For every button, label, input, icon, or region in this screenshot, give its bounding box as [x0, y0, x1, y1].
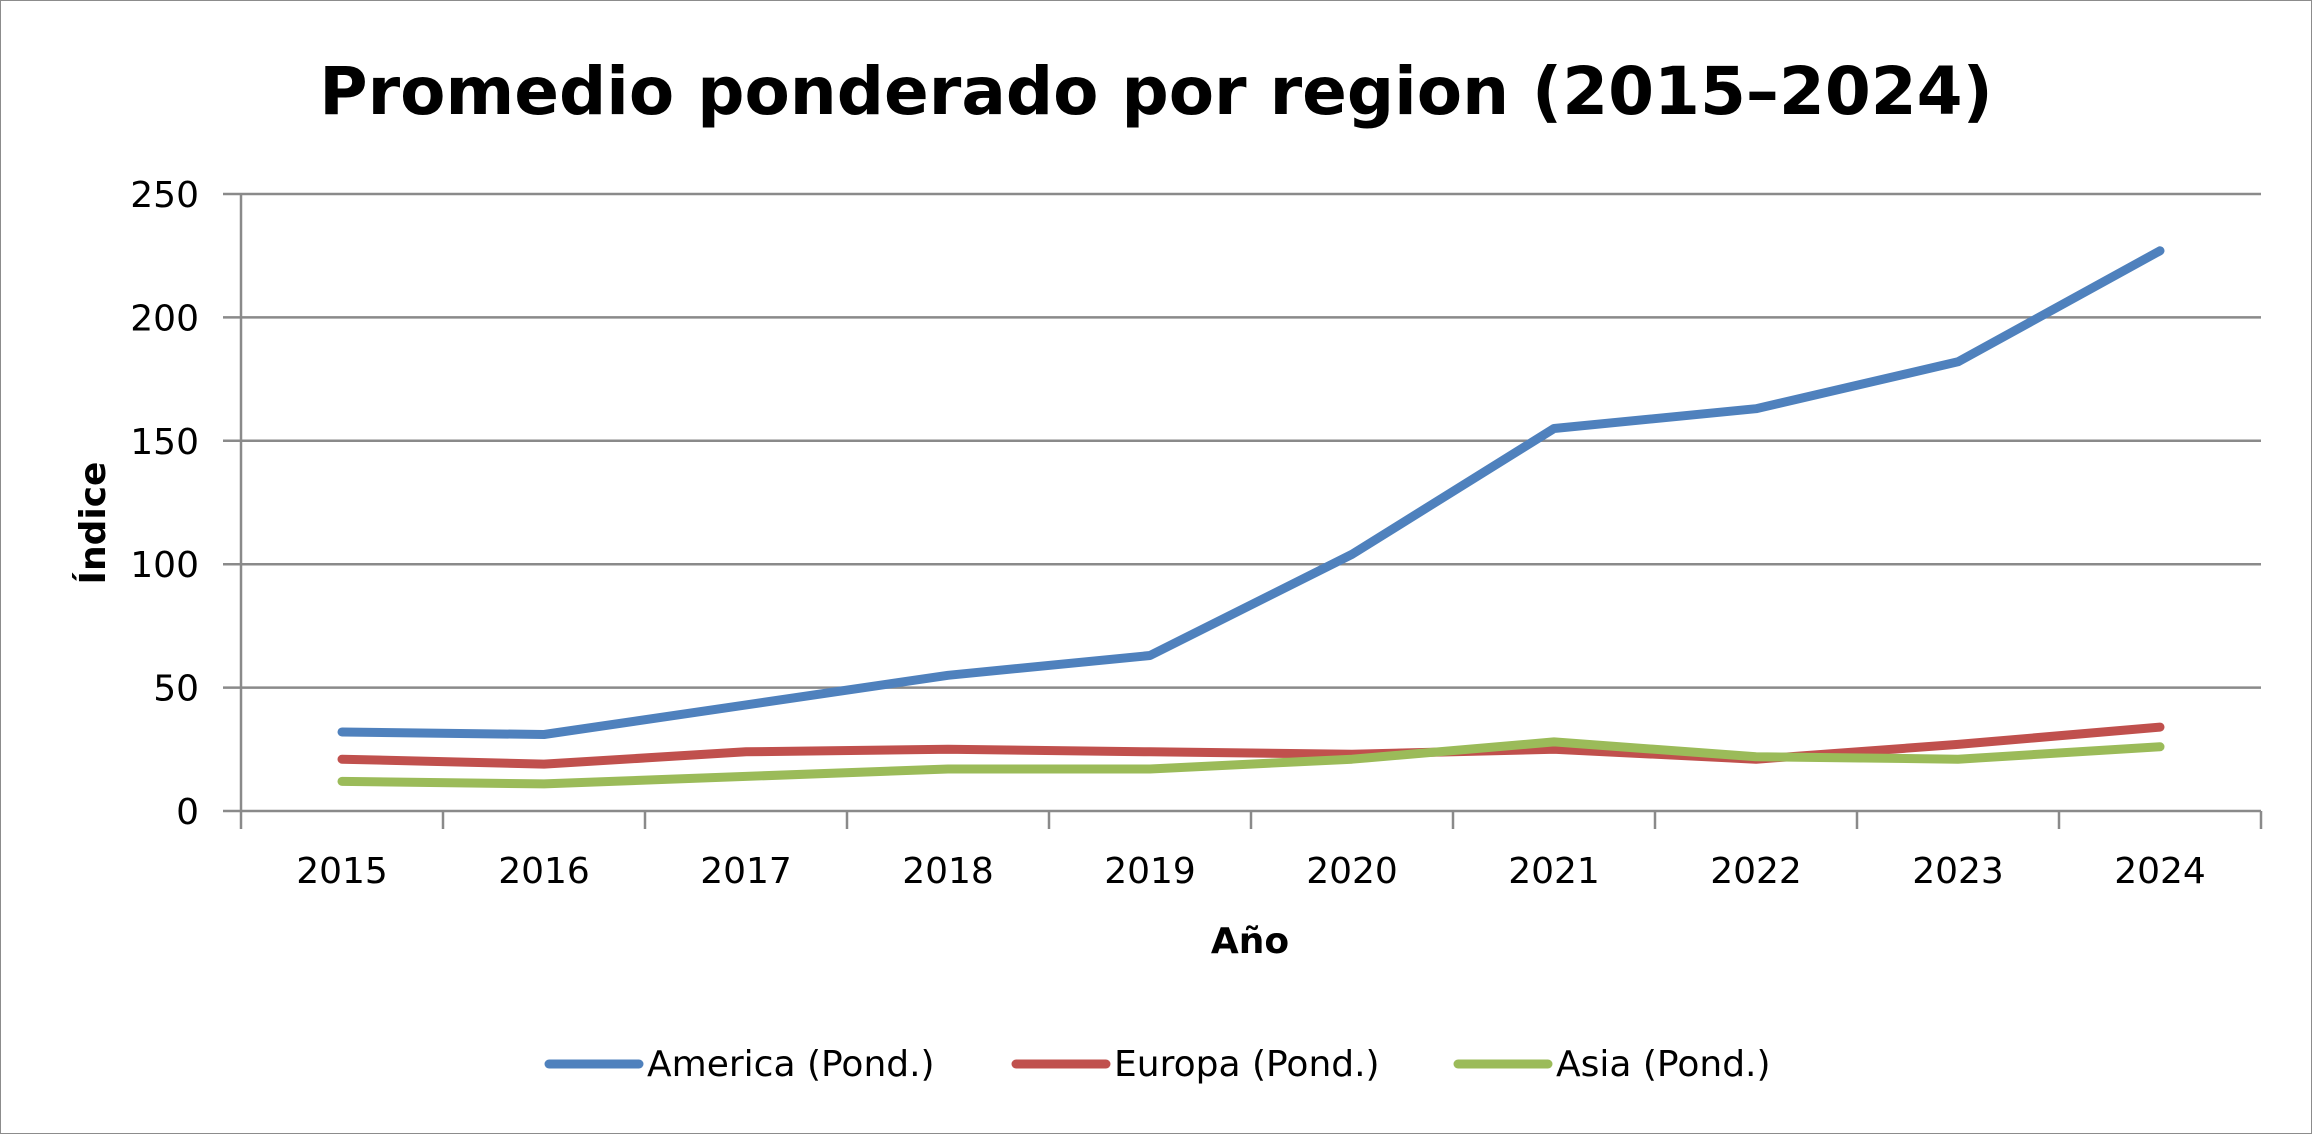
- legend-label: Europa (Pond.): [1114, 1044, 1380, 1085]
- axes: [223, 192, 2263, 829]
- x-tick-label: 2022: [1710, 851, 1802, 892]
- x-tick-label: 2015: [296, 851, 388, 892]
- x-tick-label: 2016: [498, 851, 590, 892]
- y-axis-ticks: 0 50 100 150 200 250: [130, 175, 199, 833]
- x-tick-label: 2018: [902, 851, 994, 892]
- chart-title: Promedio ponderado por region (2015–2024…: [319, 53, 1993, 130]
- legend-label: Asia (Pond.): [1556, 1044, 1771, 1085]
- y-tick-label: 150: [130, 422, 199, 463]
- x-axis-title: Año: [1211, 921, 1289, 962]
- series-line-0: [337, 246, 2165, 739]
- x-tick-label: 2020: [1306, 851, 1398, 892]
- x-tick-label: 2023: [1912, 851, 2004, 892]
- series-line-2: [337, 737, 2165, 789]
- y-tick-label: 250: [130, 175, 199, 216]
- x-tick-label: 2019: [1104, 851, 1196, 892]
- y-tick-label: 50: [153, 669, 199, 710]
- x-axis-ticks: 2015 2016 2017 2018 2019 2020 2021 2022 2023 2024: [296, 851, 2206, 892]
- y-tick-label: 100: [130, 545, 199, 586]
- series-line-1: [337, 722, 2165, 769]
- legend-item: Asia (Pond.): [1453, 1044, 1771, 1085]
- x-tick-label: 2021: [1508, 851, 1600, 892]
- gridlines: [241, 192, 2261, 689]
- legend: America (Pond.) Europa (Pond.) Asia (Pond.…: [544, 1044, 1771, 1085]
- series-lines: [337, 246, 2165, 789]
- y-tick-label: 0: [176, 792, 199, 833]
- y-axis-title: Índice: [72, 462, 114, 585]
- legend-item: America (Pond.): [544, 1044, 935, 1085]
- legend-item: Europa (Pond.): [1011, 1044, 1380, 1085]
- x-tick-label: 2024: [2114, 851, 2206, 892]
- y-tick-label: 200: [130, 298, 199, 339]
- legend-label: America (Pond.): [647, 1044, 935, 1085]
- x-tick-label: 2017: [700, 851, 792, 892]
